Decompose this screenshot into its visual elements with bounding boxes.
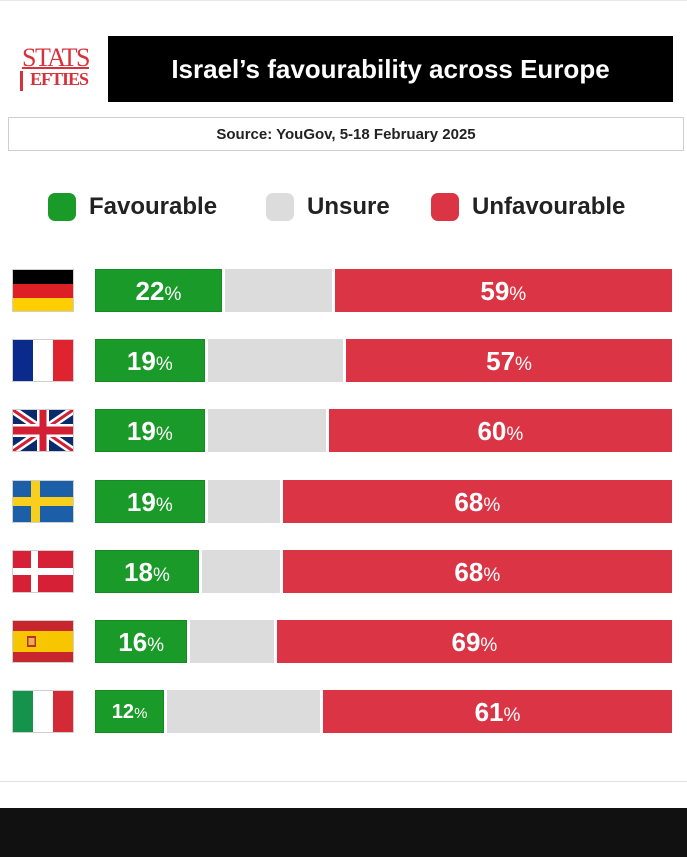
germany-flag-icon bbox=[13, 270, 73, 311]
legend: Favourable Unsure Unfavourable bbox=[0, 193, 687, 227]
value-number: 61 bbox=[474, 696, 504, 727]
bar-unsure-spain bbox=[190, 620, 274, 663]
denmark-flag-icon bbox=[13, 551, 73, 592]
percent-sign: % bbox=[506, 423, 524, 445]
favourable-value-label: 19% bbox=[127, 418, 173, 444]
favourable-value-label: 16% bbox=[118, 629, 164, 655]
favourable-value-label: 19% bbox=[127, 489, 173, 515]
unfavourable-value-label: 68% bbox=[454, 559, 500, 585]
percent-sign: % bbox=[509, 283, 527, 305]
value-number: 18 bbox=[124, 556, 153, 587]
unfavourable-value-label: 61% bbox=[475, 699, 521, 725]
legend-label-unfavourable: Unfavourable bbox=[472, 193, 626, 220]
percent-sign: % bbox=[483, 494, 501, 516]
bar-unsure-denmark bbox=[201, 550, 280, 593]
percent-sign: % bbox=[147, 634, 165, 656]
value-number: 69 bbox=[451, 626, 481, 657]
percent-sign: % bbox=[152, 564, 170, 586]
percent-sign: % bbox=[155, 494, 173, 516]
percent-sign: % bbox=[155, 423, 173, 445]
value-number: 19 bbox=[126, 486, 156, 517]
percent-sign: % bbox=[483, 564, 501, 586]
bottom-band bbox=[0, 808, 687, 857]
favourable-value-label: 12% bbox=[112, 702, 148, 722]
infographic-card: STATS EFTIES Israel’s favourability acro… bbox=[0, 0, 687, 782]
legend-swatch-unsure bbox=[266, 193, 294, 221]
legend-item-unfavourable: Unfavourable bbox=[431, 193, 625, 221]
bar-favourable-france: 19% bbox=[95, 339, 205, 382]
logo-text-bottom: EFTIES bbox=[30, 69, 89, 89]
bar-unfavourable-italy: 61% bbox=[323, 690, 672, 733]
stacked-bar-chart: 22% 59% 19% 57% 19% 60% 19% 68% 18% 68% 16% 69% 12% 6… bbox=[0, 1, 687, 781]
bar-unfavourable-sweden: 68% bbox=[282, 480, 672, 523]
percent-sign: % bbox=[515, 353, 532, 375]
france-flag-icon bbox=[13, 340, 73, 381]
favourable-value-label: 18% bbox=[124, 559, 170, 585]
unfavourable-value-label: 69% bbox=[452, 629, 498, 655]
value-number: 16 bbox=[118, 626, 148, 657]
bar-favourable-germany: 22% bbox=[95, 269, 222, 312]
statsforlefties-logo: STATS EFTIES bbox=[18, 43, 91, 97]
value-number: 12 bbox=[111, 700, 135, 723]
percent-sign: % bbox=[134, 704, 148, 722]
value-number: 68 bbox=[454, 556, 484, 587]
bar-unfavourable-spain: 69% bbox=[276, 620, 672, 663]
bar-favourable-spain: 16% bbox=[95, 620, 188, 663]
value-number: 68 bbox=[454, 486, 484, 517]
legend-item-unsure: Unsure bbox=[266, 193, 390, 221]
percent-sign: % bbox=[480, 634, 498, 656]
sweden-flag-icon bbox=[13, 481, 73, 522]
legend-swatch-unfavourable bbox=[431, 193, 459, 221]
legend-item-favourable: Favourable bbox=[48, 193, 217, 221]
bar-favourable-united-kingdom: 19% bbox=[95, 409, 205, 452]
bar-favourable-sweden: 19% bbox=[95, 480, 205, 523]
value-number: 57 bbox=[486, 345, 516, 376]
legend-label-favourable: Favourable bbox=[89, 193, 218, 220]
unfavourable-value-label: 60% bbox=[477, 418, 523, 444]
value-number: 19 bbox=[126, 345, 156, 376]
bar-unsure-united-kingdom bbox=[207, 409, 326, 452]
percent-sign: % bbox=[164, 283, 182, 305]
bar-unsure-germany bbox=[224, 269, 332, 312]
bar-unsure-france bbox=[207, 339, 344, 382]
logo-text-top: STATS bbox=[22, 43, 91, 72]
favourable-value-label: 22% bbox=[136, 278, 182, 304]
logo-mark bbox=[20, 71, 23, 91]
bar-unsure-italy bbox=[167, 690, 321, 733]
uk-flag-icon bbox=[13, 410, 73, 451]
percent-sign: % bbox=[155, 353, 173, 375]
bar-unsure-sweden bbox=[207, 480, 280, 523]
italy-flag-icon bbox=[13, 691, 73, 732]
favourable-value-label: 19% bbox=[127, 348, 173, 374]
legend-label-unsure: Unsure bbox=[307, 193, 390, 220]
percent-sign: % bbox=[503, 704, 521, 726]
unfavourable-value-label: 59% bbox=[480, 278, 526, 304]
legend-swatch-favourable bbox=[48, 193, 76, 221]
bar-favourable-italy: 12% bbox=[95, 690, 165, 733]
chart-title: Israel’s favourability across Europe bbox=[108, 36, 673, 102]
value-number: 22 bbox=[135, 275, 165, 306]
bar-unfavourable-denmark: 68% bbox=[282, 550, 672, 593]
unfavourable-value-label: 68% bbox=[454, 489, 500, 515]
source-note: Source: YouGov, 5-18 February 2025 bbox=[8, 117, 684, 151]
bar-favourable-denmark: 18% bbox=[95, 550, 199, 593]
value-number: 60 bbox=[477, 415, 507, 446]
bar-unfavourable-france: 57% bbox=[346, 339, 672, 382]
value-number: 19 bbox=[126, 415, 156, 446]
unfavourable-value-label: 57% bbox=[486, 348, 532, 374]
bar-unfavourable-germany: 59% bbox=[334, 269, 672, 312]
spain-flag-icon bbox=[13, 621, 73, 662]
value-number: 59 bbox=[480, 275, 510, 306]
bar-unfavourable-united-kingdom: 60% bbox=[328, 409, 672, 452]
